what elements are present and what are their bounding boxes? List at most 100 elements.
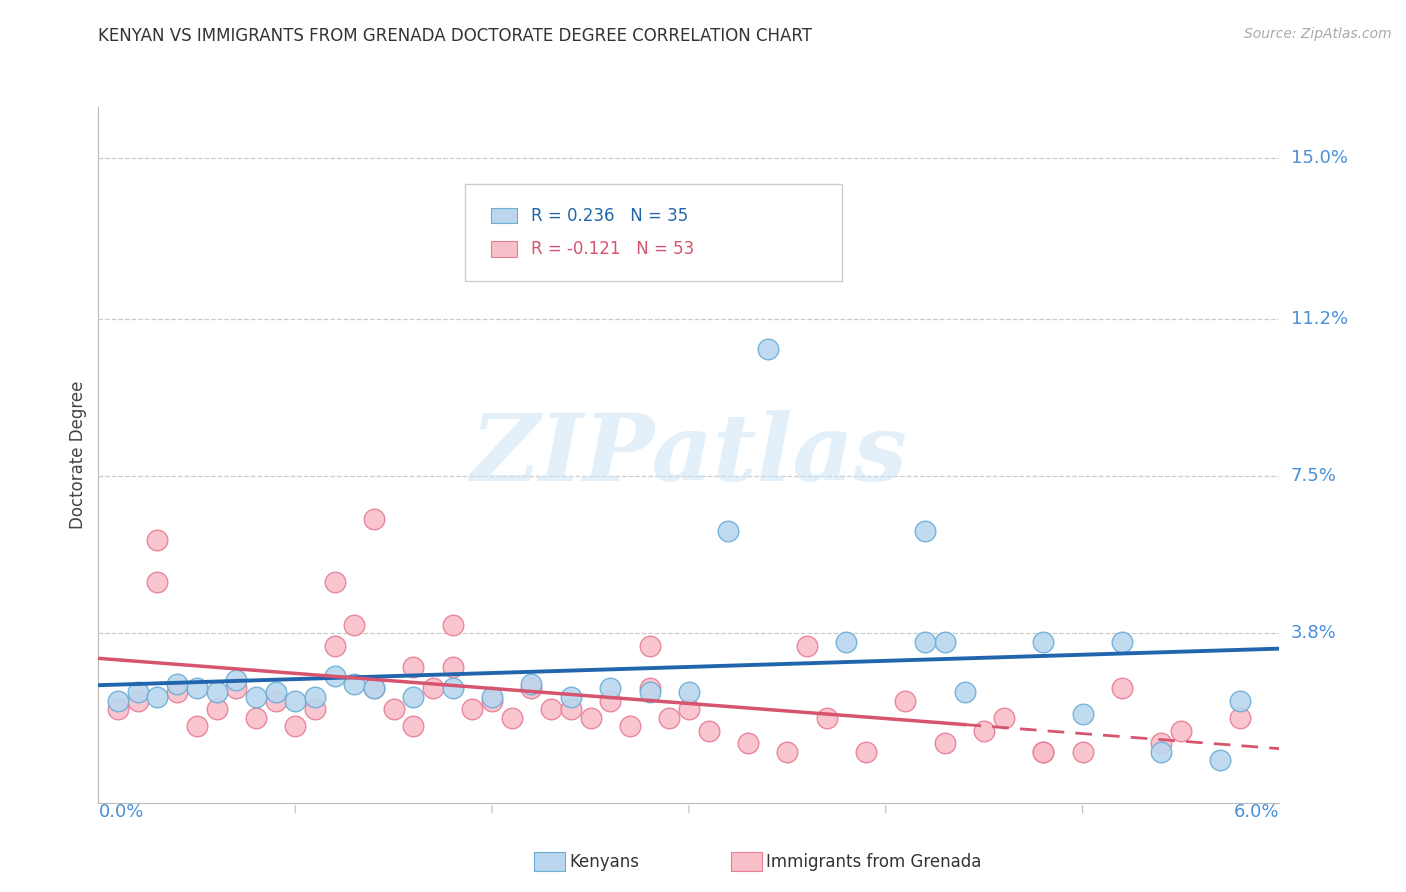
Text: 15.0%: 15.0%: [1291, 149, 1347, 167]
FancyBboxPatch shape: [464, 184, 842, 281]
Point: [146, 575, 169, 590]
Point: [1032, 745, 1054, 759]
Point: [1229, 694, 1251, 708]
Point: [560, 702, 582, 716]
Point: [953, 685, 976, 699]
Point: [678, 685, 700, 699]
Point: [599, 681, 621, 696]
Point: [855, 745, 877, 759]
Point: [186, 719, 208, 733]
Point: [579, 711, 602, 725]
Point: [1071, 706, 1094, 721]
Point: [599, 694, 621, 708]
Point: [127, 685, 149, 699]
Point: [737, 736, 759, 750]
Point: [245, 690, 267, 704]
Point: [481, 690, 503, 704]
Point: [343, 677, 366, 691]
Point: [638, 685, 661, 699]
Text: Kenyans: Kenyans: [569, 853, 640, 871]
Point: [993, 711, 1015, 725]
Point: [225, 673, 247, 687]
Point: [796, 639, 818, 653]
Point: [1032, 745, 1054, 759]
Point: [934, 736, 956, 750]
Point: [717, 524, 740, 539]
Point: [560, 690, 582, 704]
Point: [166, 677, 188, 691]
Point: [363, 511, 385, 525]
Text: Immigrants from Grenada: Immigrants from Grenada: [766, 853, 981, 871]
Text: 3.8%: 3.8%: [1291, 624, 1336, 642]
Text: R = -0.121   N = 53: R = -0.121 N = 53: [530, 240, 695, 258]
Point: [815, 711, 838, 725]
Point: [363, 681, 385, 696]
Point: [441, 660, 464, 674]
Text: 6.0%: 6.0%: [1234, 803, 1279, 821]
Text: Source: ZipAtlas.com: Source: ZipAtlas.com: [1244, 27, 1392, 41]
Point: [304, 690, 326, 704]
Point: [107, 694, 129, 708]
Text: ZIPatlas: ZIPatlas: [471, 410, 907, 500]
Point: [776, 745, 799, 759]
Point: [343, 617, 366, 632]
Point: [461, 702, 484, 716]
Point: [245, 711, 267, 725]
Point: [225, 681, 247, 696]
Point: [1209, 753, 1232, 767]
Point: [1032, 634, 1054, 648]
Point: [894, 694, 917, 708]
Point: [323, 575, 346, 590]
Point: [323, 639, 346, 653]
Point: [835, 634, 858, 648]
FancyBboxPatch shape: [491, 208, 516, 223]
Point: [520, 681, 543, 696]
Point: [658, 711, 681, 725]
Point: [205, 685, 228, 699]
Point: [284, 719, 307, 733]
Point: [756, 342, 779, 356]
Point: [127, 694, 149, 708]
Point: [1170, 723, 1192, 738]
Point: [264, 685, 287, 699]
Point: [934, 634, 956, 648]
Text: 7.5%: 7.5%: [1291, 467, 1337, 485]
Point: [323, 668, 346, 682]
Point: [678, 702, 700, 716]
Text: 0.0%: 0.0%: [98, 803, 143, 821]
FancyBboxPatch shape: [491, 242, 516, 257]
Text: KENYAN VS IMMIGRANTS FROM GRENADA DOCTORATE DEGREE CORRELATION CHART: KENYAN VS IMMIGRANTS FROM GRENADA DOCTOR…: [98, 27, 813, 45]
Point: [363, 681, 385, 696]
Point: [1111, 681, 1133, 696]
Point: [914, 524, 936, 539]
Point: [107, 702, 129, 716]
Point: [422, 681, 444, 696]
Point: [1071, 745, 1094, 759]
Point: [146, 533, 169, 547]
Point: [973, 723, 995, 738]
Point: [441, 681, 464, 696]
Point: [520, 677, 543, 691]
Text: 11.2%: 11.2%: [1291, 310, 1348, 328]
Point: [382, 702, 405, 716]
Point: [1229, 711, 1251, 725]
Point: [284, 694, 307, 708]
Point: [304, 702, 326, 716]
Point: [441, 617, 464, 632]
Point: [619, 719, 641, 733]
Point: [481, 694, 503, 708]
Point: [540, 702, 562, 716]
Point: [638, 639, 661, 653]
Point: [501, 711, 523, 725]
Point: [1150, 745, 1173, 759]
Y-axis label: Doctorate Degree: Doctorate Degree: [69, 381, 87, 529]
Point: [1111, 634, 1133, 648]
Point: [914, 634, 936, 648]
Point: [205, 702, 228, 716]
Point: [264, 694, 287, 708]
Point: [402, 719, 425, 733]
Point: [1150, 736, 1173, 750]
Point: [697, 723, 720, 738]
Point: [186, 681, 208, 696]
Point: [402, 660, 425, 674]
